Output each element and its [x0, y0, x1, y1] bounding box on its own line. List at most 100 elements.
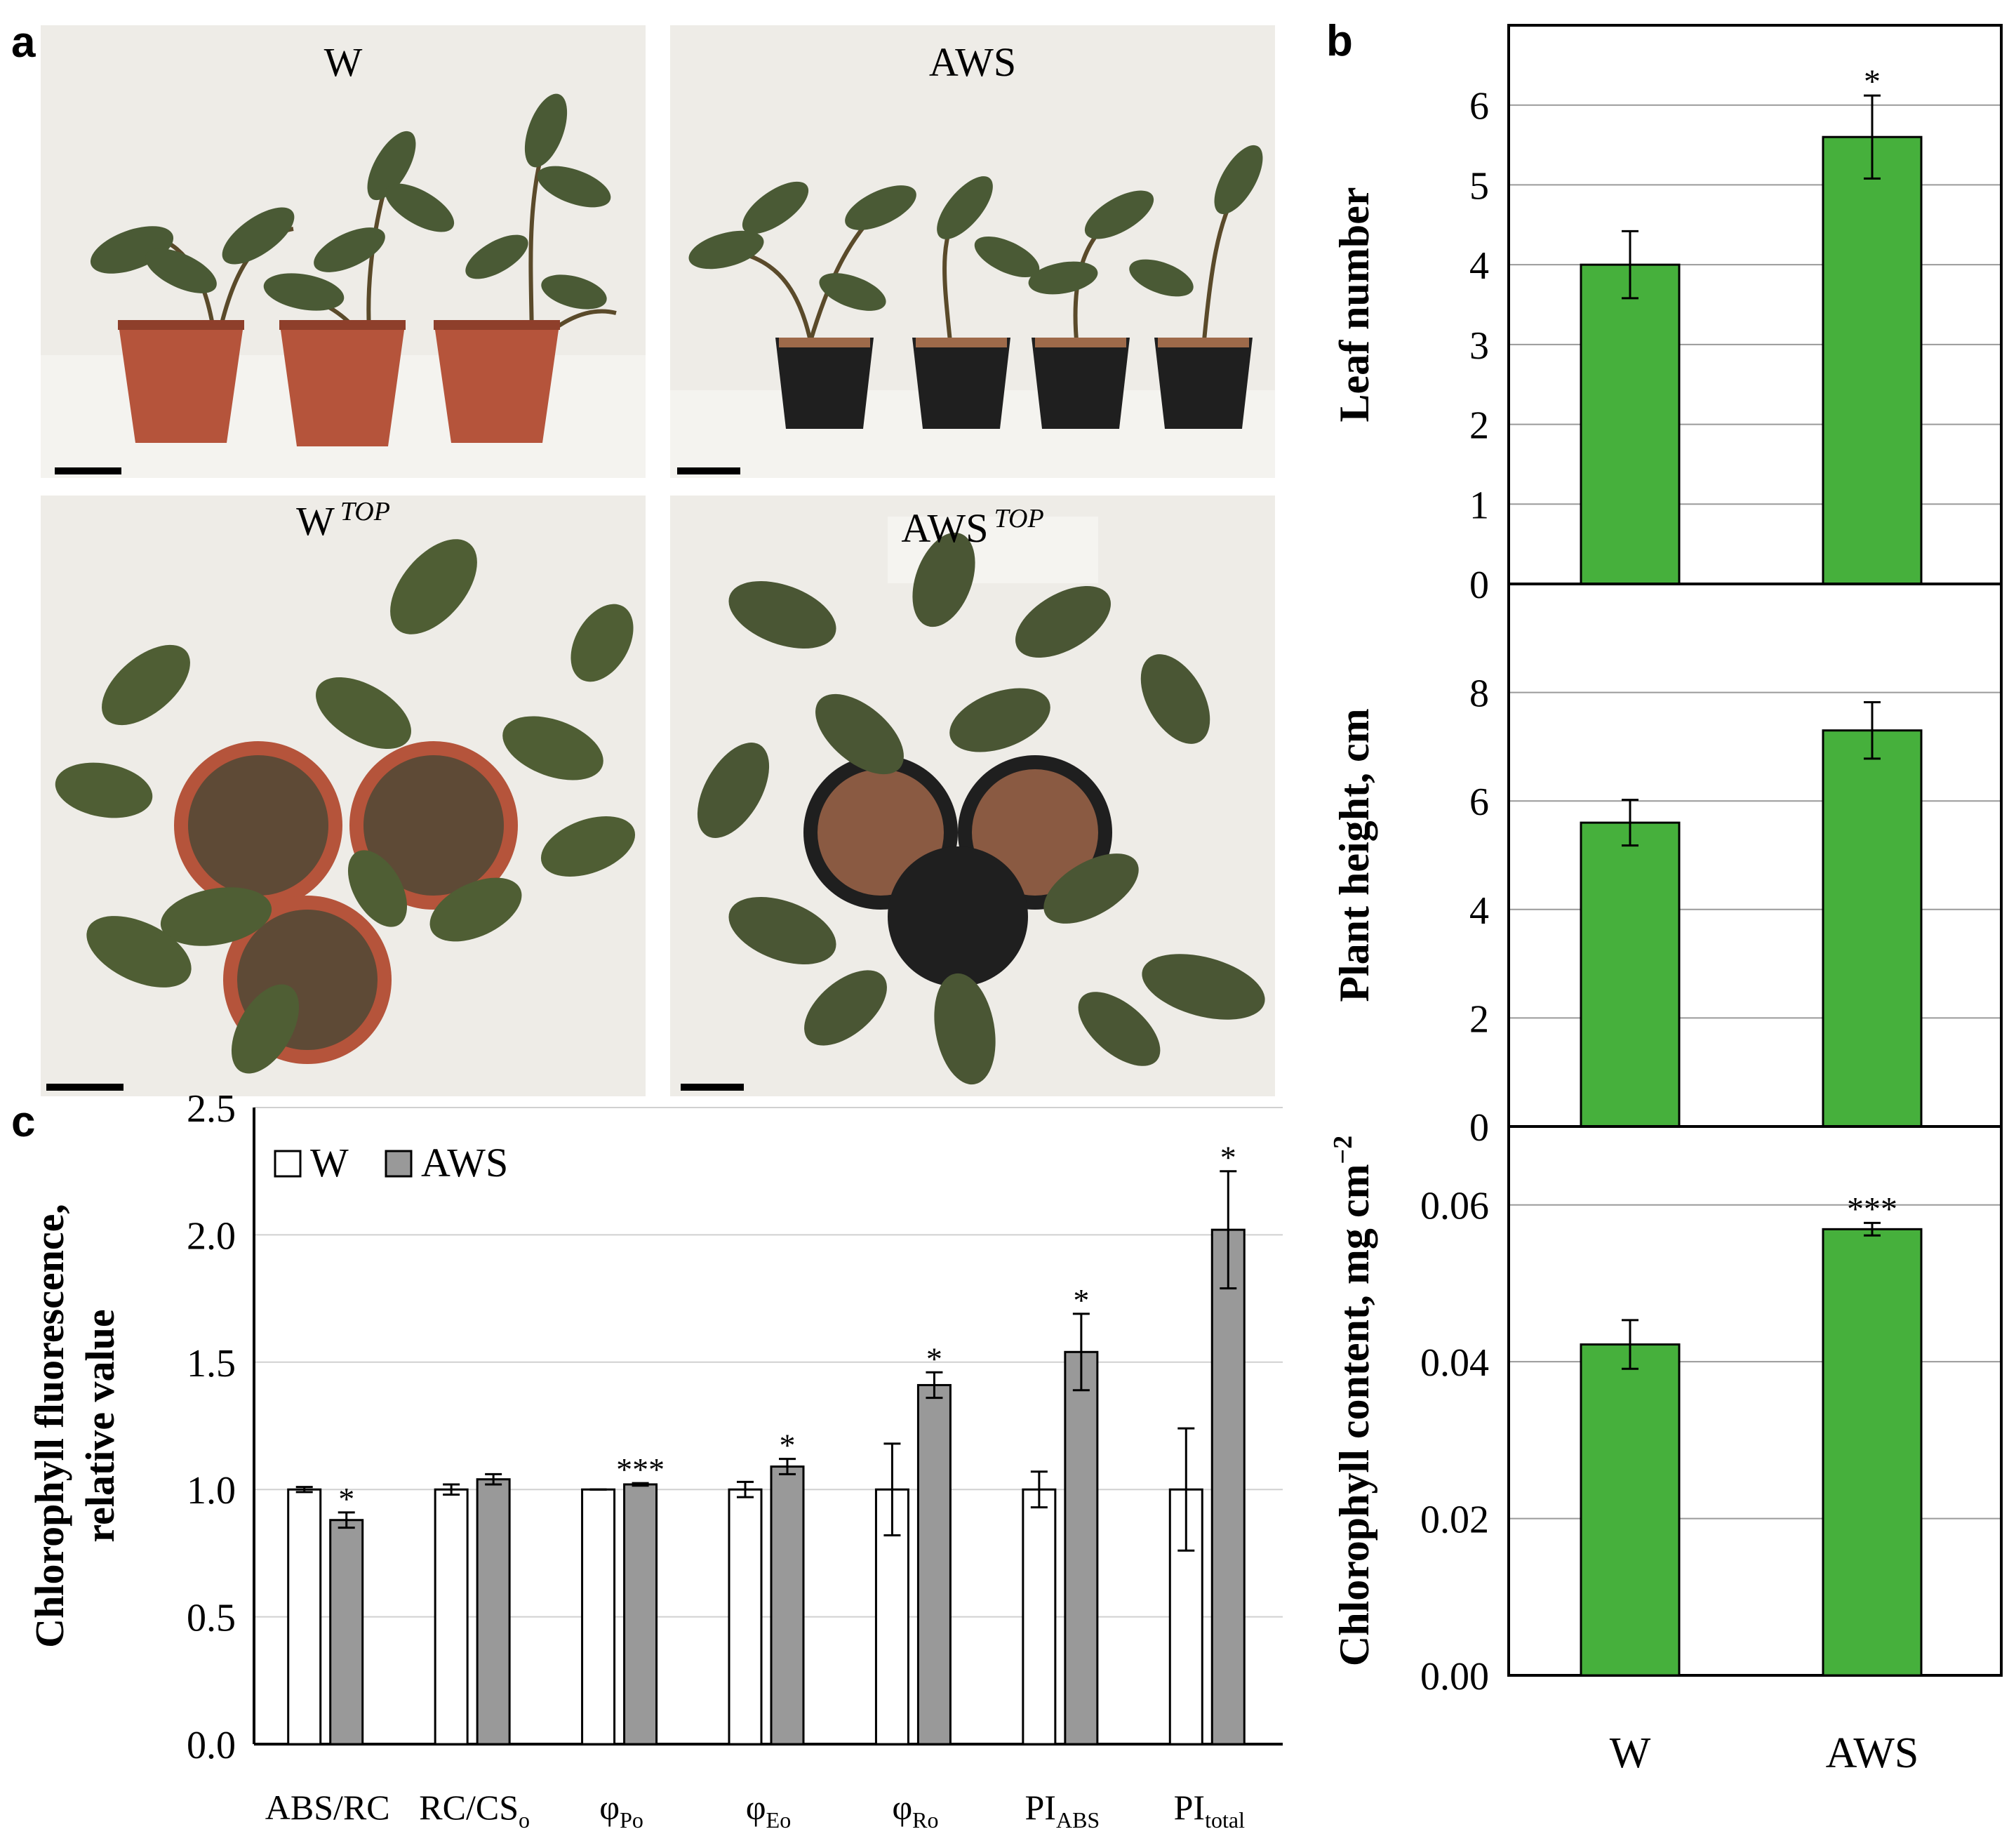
- bar: [1580, 1343, 1681, 1677]
- significance-mark: *: [1073, 1282, 1089, 1318]
- bar: [874, 1488, 909, 1746]
- plot-frame: [1507, 24, 2003, 585]
- y-axis-label: relative value: [77, 1309, 123, 1542]
- x-tick-label: PItotal: [1174, 1788, 1245, 1833]
- significance-mark: *: [926, 1341, 942, 1376]
- x-tick-label: φRo: [892, 1788, 938, 1833]
- photo-label-w-top: W TOP: [41, 498, 646, 544]
- bar: [1168, 1488, 1203, 1746]
- photo-w-top: W TOP: [41, 496, 646, 1096]
- x-tick-label-subscript: o: [519, 1807, 530, 1833]
- x-tick-label: ABS/RC: [265, 1788, 390, 1827]
- y-tick-label: 0.00: [1420, 1655, 1489, 1699]
- significance-mark: *: [1220, 1140, 1236, 1176]
- plants-aws-side-illustration: [670, 145, 1275, 478]
- photo-label-aws: AWS: [670, 42, 1275, 83]
- y-tick-label: 5: [1469, 164, 1489, 208]
- plot-frame: [1507, 1125, 2003, 1677]
- scale-bar: [681, 1084, 744, 1091]
- significance-mark: ***: [616, 1451, 665, 1487]
- y-tick-label: 6: [1469, 780, 1489, 824]
- photo-aws-top: AWS TOP: [670, 496, 1275, 1096]
- bar: [1580, 263, 1681, 585]
- y-tick-label: 6: [1469, 85, 1489, 128]
- bar: [770, 1465, 805, 1746]
- photo-label-aws-top-sup: TOP: [994, 504, 1044, 533]
- bar: [1064, 1350, 1099, 1746]
- y-axis-label: Chlorophyll fluorescence,: [27, 1204, 72, 1648]
- y-tick-label: 1.0: [187, 1469, 236, 1513]
- y-axis-label: Plant height, cm: [1331, 708, 1377, 1002]
- y-tick-label: 2.0: [187, 1214, 236, 1258]
- x-tick-label-subscript: total: [1205, 1807, 1245, 1833]
- y-tick-label: 4: [1469, 244, 1489, 288]
- x-tick-label: RC/CSo: [419, 1788, 530, 1833]
- y-tick-label: 0.04: [1420, 1341, 1489, 1385]
- significance-mark: *: [1864, 63, 1881, 100]
- bar: [1822, 1228, 1923, 1677]
- bar: [287, 1488, 322, 1746]
- x-tick-label: AWS: [1826, 1729, 1919, 1777]
- panel-letter-b: b: [1326, 17, 1353, 65]
- panel-letter-a: a: [11, 18, 36, 67]
- plants-w-top-illustration: [55, 539, 636, 1074]
- bar: [1580, 821, 1681, 1128]
- y-tick-label: 0.5: [187, 1597, 236, 1640]
- significance-mark: *: [780, 1428, 796, 1463]
- y-tick-label: 1: [1469, 484, 1489, 527]
- photo-label-aws-top-text: AWS: [901, 505, 989, 551]
- photo-label-aws-top: AWS TOP: [670, 505, 1275, 551]
- legend-label-w: W: [310, 1140, 349, 1185]
- photo-label-w-text: W: [323, 39, 363, 85]
- y-tick-label: 8: [1469, 672, 1489, 716]
- y-axis-label-superscript: −2: [1328, 1136, 1358, 1164]
- photo-w-side: W: [41, 25, 646, 478]
- bar: [1022, 1488, 1057, 1746]
- bar: [916, 1383, 952, 1746]
- bar: [329, 1519, 364, 1746]
- x-tick-label-subscript: Po: [620, 1807, 643, 1833]
- bar: [476, 1478, 511, 1746]
- y-tick-label: 4: [1469, 889, 1489, 933]
- bar: [623, 1483, 658, 1746]
- y-tick-label: 1.5: [187, 1342, 236, 1385]
- y-tick-label: 2: [1469, 997, 1489, 1041]
- plot-frame: [1507, 583, 2003, 1128]
- panel-letter-c: c: [11, 1098, 36, 1146]
- y-tick-label: 0.0: [187, 1724, 236, 1767]
- scale-bar: [46, 1084, 124, 1091]
- bar: [434, 1488, 469, 1746]
- y-tick-label: 2: [1469, 404, 1489, 448]
- bar: [581, 1488, 616, 1746]
- significance-mark: ***: [1847, 1190, 1897, 1228]
- x-tick-label: PIABS: [1024, 1788, 1100, 1833]
- photo-label-w-top-sup: TOP: [340, 497, 390, 526]
- y-axis-label: Chlorophyll content, mg cm−2: [1328, 1136, 1377, 1666]
- legend-label-aws: AWS: [421, 1140, 508, 1185]
- y-tick-label: 3: [1469, 324, 1489, 368]
- significance-mark: *: [338, 1481, 354, 1517]
- plants-w-side-illustration: [41, 93, 646, 478]
- y-tick-label: 0.02: [1420, 1498, 1489, 1542]
- x-tick-label-subscript: Ro: [912, 1807, 938, 1833]
- x-tick-label: φPo: [599, 1788, 643, 1833]
- photo-label-aws-text: AWS: [928, 39, 1017, 85]
- photo-label-w: W: [41, 42, 646, 83]
- legend-swatch-aws: [385, 1150, 413, 1178]
- photo-aws-side: AWS: [670, 25, 1275, 478]
- x-tick-label: W: [1610, 1729, 1651, 1777]
- x-tick-label-subscript: ABS: [1056, 1807, 1100, 1833]
- scale-bar: [55, 467, 121, 474]
- scale-bar: [677, 467, 740, 474]
- bar: [1822, 729, 1923, 1128]
- y-axis-label: Leaf number: [1331, 187, 1377, 423]
- x-tick-label-subscript: Eo: [766, 1807, 792, 1833]
- y-tick-label: 0: [1469, 564, 1489, 607]
- legend-swatch-w: [274, 1150, 302, 1178]
- photo-label-w-top-text: W: [296, 498, 335, 544]
- bar: [1210, 1228, 1246, 1746]
- bar: [728, 1488, 763, 1746]
- y-tick-label: 0.06: [1420, 1185, 1489, 1228]
- plants-aws-top-illustration: [697, 517, 1265, 1085]
- y-tick-label: 0: [1469, 1106, 1489, 1150]
